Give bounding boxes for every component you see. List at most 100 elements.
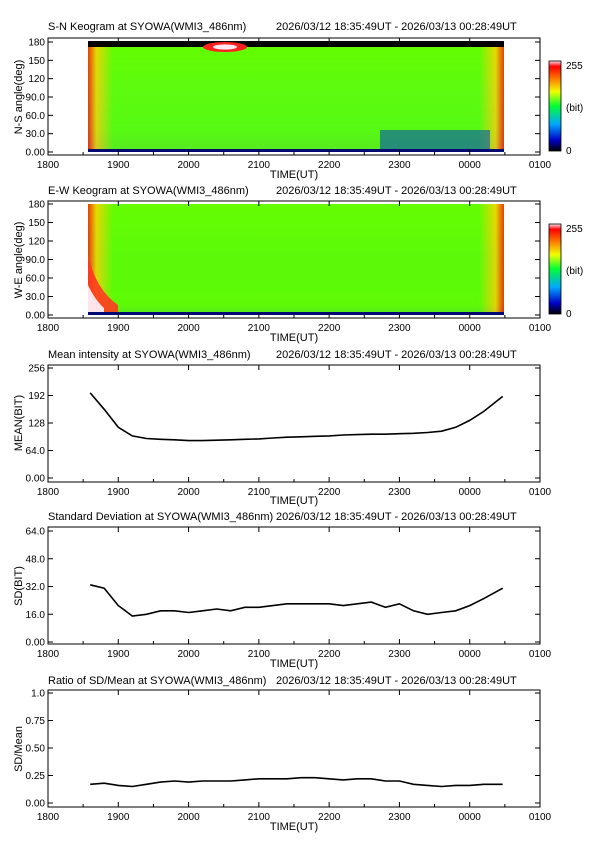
ew-colorbar bbox=[548, 223, 562, 315]
ew-colorbar-max: 255 bbox=[566, 224, 583, 235]
ew-keogram-y-ticks: 0.00 30.0 60.0 90.0 120 150 180 bbox=[26, 200, 540, 322]
x-tick-label: 1900 bbox=[107, 812, 130, 823]
x-tick-label: 2200 bbox=[318, 812, 341, 823]
x-tick-label: 0100 bbox=[529, 649, 552, 660]
y-tick-label: 0.75 bbox=[26, 716, 46, 727]
ratio-plot-frame bbox=[47, 689, 541, 808]
x-tick-label: 2200 bbox=[318, 323, 341, 334]
x-tick-label: 0000 bbox=[459, 812, 482, 823]
x-tick-label: 2100 bbox=[248, 487, 271, 498]
y-tick-label: 192 bbox=[28, 391, 45, 402]
y-tick-label: 0.25 bbox=[26, 771, 46, 782]
y-tick-label: 120 bbox=[28, 237, 45, 248]
x-tick-label: 1800 bbox=[37, 323, 60, 334]
sn-keogram-x-label: TIME(UT) bbox=[270, 169, 318, 181]
y-tick-label: 64.0 bbox=[26, 446, 46, 457]
ew-colorbar-unit: (bit) bbox=[566, 266, 583, 277]
sn-keogram-y-label: N-S angle(deg) bbox=[13, 60, 25, 135]
x-tick-label: 1800 bbox=[37, 487, 60, 498]
ew-keogram-title: E-W Keogram at SYOWA(WMI3_486nm) bbox=[48, 185, 249, 197]
ew-keogram-bottom-edge bbox=[88, 312, 504, 315]
ew-keogram-bright-core bbox=[88, 285, 104, 315]
ratio-line bbox=[90, 776, 503, 788]
x-tick-label: 0100 bbox=[529, 323, 552, 334]
x-tick-label: 2300 bbox=[388, 160, 411, 171]
x-tick-label: 2100 bbox=[248, 812, 271, 823]
y-tick-label: 0.50 bbox=[26, 744, 46, 755]
ew-keogram-y-label: W-E angle(deg) bbox=[13, 222, 25, 299]
y-tick-label: 256 bbox=[28, 364, 45, 375]
y-tick-label: 90.0 bbox=[26, 255, 46, 266]
ew-keogram-panel: E-W Keogram at SYOWA(WMI3_486nm) 2026/03… bbox=[13, 185, 583, 344]
sn-colorbar-unit: (bit) bbox=[566, 103, 583, 114]
x-tick-label: 0000 bbox=[459, 160, 482, 171]
x-tick-label: 0100 bbox=[529, 487, 552, 498]
y-tick-label: 180 bbox=[28, 200, 45, 211]
x-tick-label: 0100 bbox=[529, 812, 552, 823]
y-tick-label: 120 bbox=[28, 74, 45, 85]
mean-time-range: 2026/03/12 18:35:49UT - 2026/03/13 00:28… bbox=[276, 349, 517, 361]
y-tick-label: 150 bbox=[28, 218, 45, 229]
sn-keogram-x-ticks: 1800 1900 2000 2100 2200 2300 0000 0100 bbox=[37, 38, 552, 171]
sn-keogram-panel: S-N Keogram at SYOWA(WMI3_486nm) 2026/03… bbox=[13, 21, 583, 181]
sn-colorbar-max: 255 bbox=[566, 61, 583, 72]
ratio-panel: Ratio of SD/Mean at SYOWA(WMI3_486nm) 20… bbox=[13, 675, 552, 833]
x-tick-label: 2000 bbox=[177, 812, 200, 823]
x-tick-label: 2200 bbox=[318, 649, 341, 660]
ratio-x-label: TIME(UT) bbox=[270, 821, 318, 833]
sn-keogram-time-range: 2026/03/12 18:35:49UT - 2026/03/13 00:28… bbox=[276, 21, 517, 33]
y-tick-label: 180 bbox=[28, 38, 45, 49]
sn-colorbar bbox=[548, 60, 562, 152]
sn-keogram-dark-band bbox=[380, 130, 490, 150]
y-tick-label: 16.0 bbox=[26, 610, 46, 621]
sd-plot-frame bbox=[47, 526, 541, 645]
mean-intensity-panel: Mean intensity at SYOWA(WMI3_486nm) 2026… bbox=[13, 349, 552, 507]
mean-x-label: TIME(UT) bbox=[270, 495, 318, 507]
sd-time-range: 2026/03/12 18:35:49UT - 2026/03/13 00:28… bbox=[276, 511, 517, 523]
x-tick-label: 2000 bbox=[177, 323, 200, 334]
x-tick-label: 1900 bbox=[107, 160, 130, 171]
sn-colorbar-min: 0 bbox=[566, 146, 572, 157]
x-tick-label: 2300 bbox=[388, 487, 411, 498]
y-tick-label: 60.0 bbox=[26, 111, 46, 122]
x-tick-label: 0000 bbox=[459, 323, 482, 334]
x-tick-label: 2300 bbox=[388, 323, 411, 334]
x-tick-label: 2300 bbox=[388, 649, 411, 660]
y-tick-label: 64.0 bbox=[26, 527, 46, 538]
mean-y-label: MEAN(BIT) bbox=[13, 395, 25, 451]
mean-plot-frame bbox=[47, 364, 541, 483]
x-tick-label: 2000 bbox=[177, 487, 200, 498]
y-tick-label: 0.00 bbox=[26, 474, 46, 485]
sn-keogram-bright-core bbox=[213, 44, 237, 50]
mean-title: Mean intensity at SYOWA(WMI3_486nm) bbox=[48, 349, 251, 361]
sd-title: Standard Deviation at SYOWA(WMI3_486nm) bbox=[48, 511, 273, 523]
x-tick-label: 0000 bbox=[459, 649, 482, 660]
mean-intensity-line bbox=[89, 392, 504, 442]
x-tick-label: 1900 bbox=[107, 323, 130, 334]
y-tick-label: 128 bbox=[28, 419, 45, 430]
y-tick-label: 1.0 bbox=[31, 689, 45, 700]
mean-y-ticks: 0.00 64.0 128 192 256 bbox=[26, 364, 540, 485]
ratio-x-ticks: 1800 1900 2000 2100 2200 2300 0000 0100 bbox=[37, 690, 552, 823]
y-tick-label: 0.00 bbox=[26, 311, 46, 322]
sn-keogram-bottom-edge bbox=[88, 149, 504, 152]
y-tick-label: 32.0 bbox=[26, 582, 46, 593]
sn-keogram-title: S-N Keogram at SYOWA(WMI3_486nm) bbox=[48, 21, 246, 33]
x-tick-label: 2000 bbox=[177, 649, 200, 660]
y-tick-label: 0.00 bbox=[26, 148, 46, 159]
mean-x-ticks: 1800 1900 2000 2100 2200 2300 0000 0100 bbox=[37, 365, 552, 498]
y-tick-label: 150 bbox=[28, 56, 45, 67]
x-tick-label: 1800 bbox=[37, 812, 60, 823]
sn-keogram-top-edge bbox=[88, 41, 504, 47]
x-tick-label: 2200 bbox=[318, 160, 341, 171]
y-tick-label: 48.0 bbox=[26, 554, 46, 565]
y-tick-label: 0.00 bbox=[26, 638, 46, 649]
x-tick-label: 2200 bbox=[318, 487, 341, 498]
sd-x-ticks: 1800 1900 2000 2100 2200 2300 0000 0100 bbox=[37, 527, 552, 660]
x-tick-label: 2000 bbox=[177, 160, 200, 171]
sd-y-ticks: 0.00 16.0 32.0 48.0 64.0 bbox=[26, 527, 540, 649]
ew-keogram-time-range: 2026/03/12 18:35:49UT - 2026/03/13 00:28… bbox=[276, 185, 517, 197]
ew-keogram-x-ticks: 1800 1900 2000 2100 2200 2300 0000 0100 bbox=[37, 201, 552, 334]
ratio-time-range: 2026/03/12 18:35:49UT - 2026/03/13 00:28… bbox=[276, 675, 517, 687]
